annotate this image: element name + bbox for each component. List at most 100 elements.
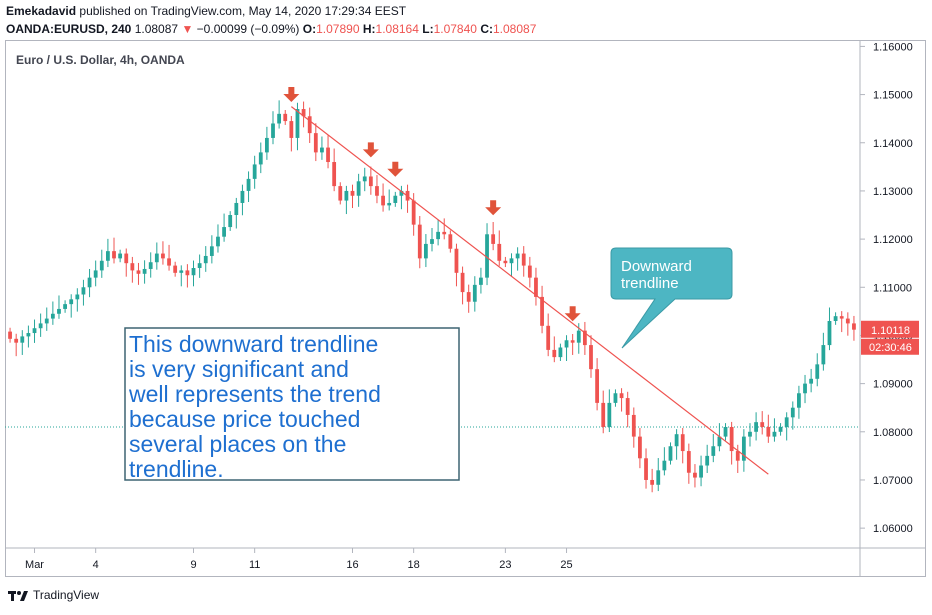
candle xyxy=(644,448,648,489)
brand-name[interactable]: TradingView xyxy=(33,588,100,602)
candle xyxy=(503,256,508,268)
candle xyxy=(130,256,135,283)
x-tick-label: 23 xyxy=(499,559,511,571)
candle-body xyxy=(631,414,636,437)
annotation-text-line: is very significant and xyxy=(129,356,349,382)
candle-body xyxy=(595,369,600,403)
candle-body xyxy=(613,393,618,403)
author-name[interactable]: Emekadavid xyxy=(6,4,77,18)
candle-body xyxy=(154,253,159,263)
candle xyxy=(485,223,489,286)
candle xyxy=(289,116,294,152)
candle-body xyxy=(815,364,820,379)
candle-body xyxy=(264,137,269,153)
candle xyxy=(399,185,404,210)
candle xyxy=(748,423,752,447)
candle-body xyxy=(283,113,288,122)
candle xyxy=(313,123,318,162)
candle xyxy=(423,234,428,268)
candle xyxy=(778,423,783,436)
downward-trendline xyxy=(290,106,769,475)
candle-body xyxy=(75,294,80,300)
low-value: 1.07840 xyxy=(433,22,477,36)
candle xyxy=(99,249,104,278)
candle-body xyxy=(576,330,581,343)
annotation-text-line: This downward trendline xyxy=(129,331,378,357)
candle-body xyxy=(497,243,502,261)
candle xyxy=(320,136,324,160)
candle-body xyxy=(540,296,544,326)
x-tick-label: Mar xyxy=(25,559,44,571)
x-tick-label: 18 xyxy=(408,559,420,571)
candle-body xyxy=(203,255,208,264)
candle-body xyxy=(527,265,532,278)
candle-body xyxy=(399,190,404,196)
candle xyxy=(344,185,349,215)
candle xyxy=(38,313,43,337)
candle xyxy=(118,249,123,263)
candle xyxy=(650,468,655,493)
candle xyxy=(430,228,434,252)
candle-body xyxy=(625,398,630,415)
candle xyxy=(57,295,61,319)
candle xyxy=(44,307,49,331)
candle xyxy=(686,443,691,484)
arrow-down-icon xyxy=(283,87,300,103)
candle-body xyxy=(411,200,416,225)
candle xyxy=(497,230,502,266)
candle-body xyxy=(729,426,734,452)
candle-body xyxy=(558,347,563,358)
trendline-layer[interactable] xyxy=(290,106,769,475)
arrow-down-icon xyxy=(564,306,581,322)
candle xyxy=(839,311,844,333)
time-axis[interactable]: Mar 4 9 11 16 18 23 25 xyxy=(25,548,573,571)
candle-body xyxy=(209,246,214,256)
candle xyxy=(393,191,398,207)
candle-body xyxy=(130,263,135,271)
countdown-text: 02:30:46 xyxy=(869,342,912,354)
open-value: 1.07890 xyxy=(316,22,360,36)
candle xyxy=(381,183,385,212)
callout-text-line: trendline xyxy=(621,275,679,292)
candle xyxy=(136,262,141,285)
candle-body xyxy=(240,190,245,203)
candle xyxy=(179,265,184,287)
candle xyxy=(833,312,838,325)
candle-body xyxy=(118,253,123,259)
candle xyxy=(540,285,544,334)
candlestick-chart[interactable]: Euro / U.S. Dollar, 4h, OANDA 1.160001.1… xyxy=(5,40,926,577)
candle-body xyxy=(784,417,789,427)
candle-body xyxy=(307,116,312,134)
symbol-label[interactable]: OANDA:EURUSD, 240 xyxy=(6,22,132,36)
candle xyxy=(271,111,275,145)
candle-body xyxy=(423,243,428,259)
publish-info: Emekadavid published on TradingView.com,… xyxy=(6,4,406,18)
candle-body xyxy=(271,123,275,138)
candle xyxy=(570,334,575,355)
y-tick-label: 1.06000 xyxy=(873,523,913,535)
candle-body xyxy=(454,248,459,273)
candle-body xyxy=(442,231,447,235)
y-tick-label: 1.12000 xyxy=(873,234,913,246)
tradingview-logo-icon[interactable] xyxy=(8,588,28,602)
candle-body xyxy=(38,323,43,329)
price-badges: 1.10118 02:30:46 xyxy=(861,320,919,355)
candle-body xyxy=(57,308,61,314)
candle-body xyxy=(521,253,526,266)
candle-body xyxy=(711,446,716,456)
candle-body xyxy=(803,383,807,394)
y-tick-label: 1.15000 xyxy=(873,90,913,102)
candle xyxy=(564,335,569,361)
candle-body xyxy=(723,426,728,437)
candle xyxy=(656,458,661,492)
candle-body xyxy=(686,451,691,473)
candle xyxy=(106,238,110,268)
candle xyxy=(246,171,251,203)
candle-body xyxy=(778,426,783,432)
price-axis[interactable]: 1.16000 1.15000 1.14000 1.13000 1.12000 1.110… xyxy=(860,41,913,535)
candle xyxy=(680,427,685,464)
callout-bubble xyxy=(610,247,733,349)
candle-body xyxy=(638,436,642,459)
